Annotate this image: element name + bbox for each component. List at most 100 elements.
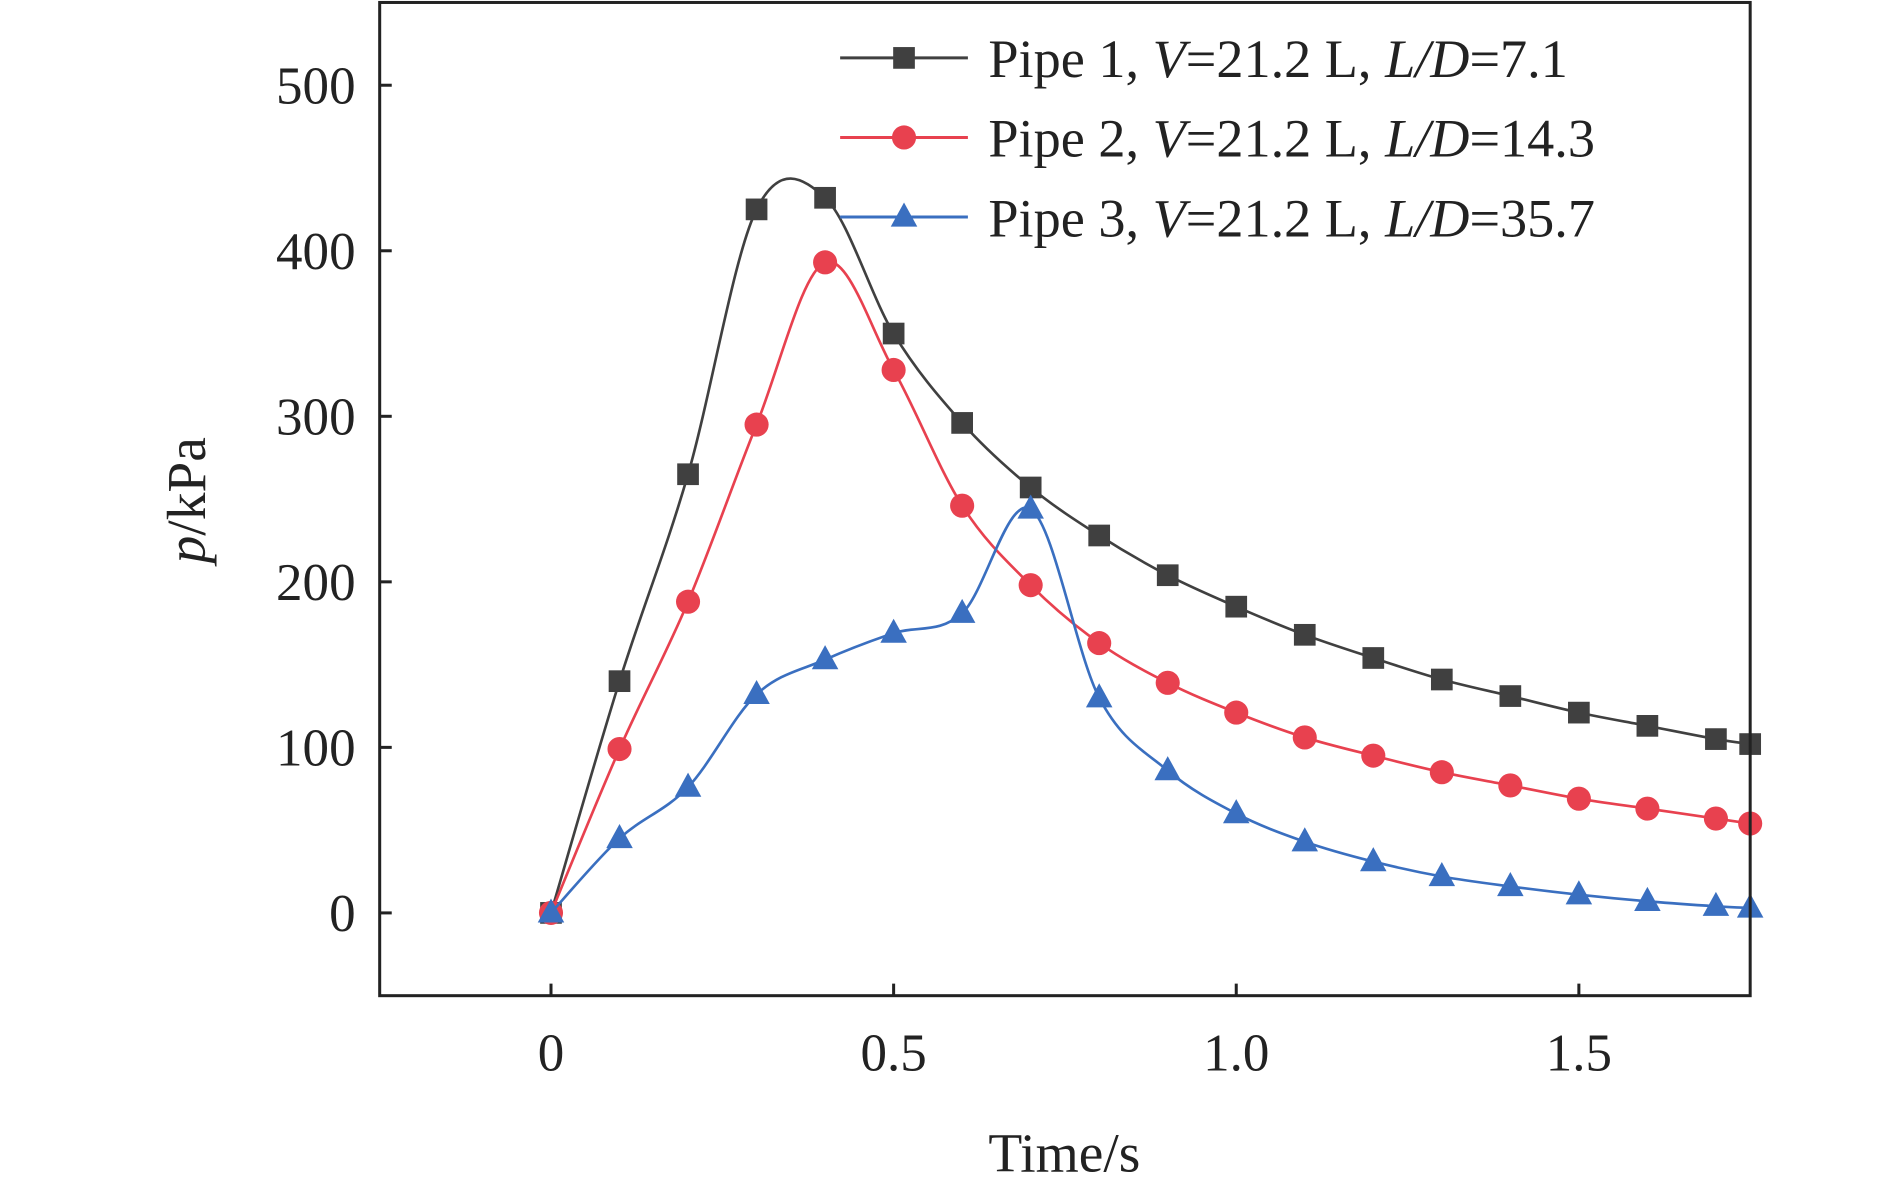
data-point [1429, 760, 1454, 785]
data-point [950, 493, 975, 518]
data-point [1428, 862, 1456, 887]
data-point [607, 736, 632, 762]
legend-marker [893, 47, 915, 69]
series-1 [540, 177, 1762, 924]
y-tick-label: 500 [276, 57, 356, 115]
data-point [1019, 476, 1042, 499]
legend-item-3: Pipe 3, V=21.2 L, L/D=35.7 [840, 188, 1595, 248]
legend-label-part: =21.2 L, [1186, 29, 1385, 89]
legend-label-part: V [1153, 109, 1192, 169]
data-point [1499, 685, 1522, 707]
data-point [1018, 573, 1043, 598]
data-point [1568, 701, 1590, 724]
data-point [608, 670, 631, 693]
data-point [1498, 773, 1523, 798]
legend-label-part: =35.7 [1469, 188, 1595, 248]
legend-label-part: L/D [1384, 109, 1469, 169]
data-point [743, 679, 770, 705]
legend-item-1: Pipe 1, V=21.2 L, L/D=7.1 [840, 29, 1568, 89]
data-point [1430, 668, 1453, 691]
data-point [537, 898, 565, 923]
data-point [1360, 847, 1387, 872]
x-axis-label: Time/s [988, 1123, 1140, 1184]
legend-label-part: V [1153, 29, 1192, 89]
data-point [1565, 880, 1593, 905]
data-point [675, 589, 701, 614]
data-point [1497, 871, 1524, 897]
data-point [1225, 595, 1248, 618]
data-point [674, 772, 702, 797]
data-point [1293, 623, 1316, 646]
series-layer [537, 177, 1764, 925]
legend-label-part: V [1153, 188, 1192, 248]
legend-label: Pipe 3, V=21.2 L, L/D=35.7 [988, 188, 1595, 248]
series-3 [537, 494, 1764, 923]
legend-label-part: Pipe 3, [988, 188, 1152, 248]
legend-marker [891, 125, 917, 150]
data-point [881, 357, 906, 383]
series-line [549, 177, 1751, 914]
legend-marker [890, 202, 918, 227]
y-axis-label-unit: /kPa [156, 437, 217, 536]
data-point [1155, 670, 1180, 695]
y-tick-label: 300 [276, 388, 356, 446]
data-point [811, 645, 839, 670]
y-tick-label: 200 [276, 554, 356, 612]
data-point [1703, 806, 1728, 831]
data-point [813, 250, 838, 275]
data-point [1291, 827, 1319, 852]
data-point [1087, 631, 1112, 656]
data-point [1292, 725, 1317, 750]
data-point [1085, 683, 1113, 708]
data-point [1222, 799, 1250, 824]
y-tick-label: 0 [329, 885, 356, 943]
data-point [882, 322, 905, 345]
data-point [1566, 786, 1591, 811]
legend-item-2: Pipe 2, V=21.2 L, L/D=14.3 [840, 109, 1595, 169]
legend-label-part: L/D [1384, 29, 1469, 89]
x-tick-label: 1.5 [1546, 1024, 1612, 1082]
legend-label-part: Pipe 2, [988, 109, 1152, 169]
data-point [814, 186, 836, 209]
data-point [744, 412, 769, 437]
legend-label-part: =21.2 L, [1186, 188, 1385, 248]
data-point [880, 618, 907, 643]
data-point [1361, 743, 1386, 768]
x-tick-label: 0 [538, 1024, 565, 1082]
data-point [1635, 796, 1660, 821]
data-point [1634, 886, 1661, 911]
data-point [1636, 715, 1659, 737]
data-point [745, 198, 768, 221]
legend-label-part: L/D [1384, 188, 1469, 248]
ticks-layer: 0 0.5 1.0 1.5 0 100 200 300 400 500 [276, 57, 1612, 1082]
legend-label: Pipe 1, V=21.2 L, L/D=7.1 [988, 29, 1567, 89]
series-2 [538, 250, 1763, 925]
legend-label-part: =7.1 [1469, 29, 1567, 89]
data-point [1088, 524, 1111, 547]
data-point [948, 598, 976, 623]
y-axis-label-symbol: p [156, 536, 217, 568]
series-line [549, 260, 1751, 914]
data-point [606, 823, 633, 849]
y-tick-label: 400 [276, 223, 356, 281]
legend-label-part: Pipe 1, [988, 29, 1152, 89]
y-tick-label: 100 [276, 719, 356, 777]
data-point [1154, 756, 1181, 781]
data-point [1705, 728, 1727, 750]
plot-frame [378, 0, 1752, 998]
y-axis-label: p/kPa [156, 437, 217, 567]
data-point [951, 412, 973, 434]
legend-label-part: =21.2 L, [1186, 109, 1385, 169]
legend-label-part: =14.3 [1469, 109, 1595, 169]
x-tick-label: 0.5 [860, 1024, 926, 1082]
data-point [1156, 564, 1179, 587]
data-point [677, 463, 699, 486]
legend-label: Pipe 2, V=21.2 L, L/D=14.3 [988, 109, 1595, 169]
x-tick-label: 1.0 [1203, 1024, 1269, 1082]
data-point [1224, 700, 1249, 725]
data-point [1017, 494, 1044, 519]
data-point [1702, 891, 1730, 916]
data-point [1362, 647, 1385, 669]
